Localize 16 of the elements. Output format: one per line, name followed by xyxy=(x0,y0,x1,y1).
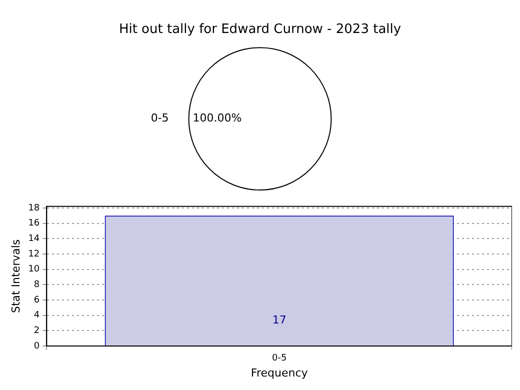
y-tick-label: 12 xyxy=(28,249,40,260)
chart-title: Hit out tally for Edward Curnow - 2023 tally xyxy=(118,22,402,38)
slice-label: 0-5 xyxy=(150,112,169,125)
y-tick-label: 18 xyxy=(28,203,40,214)
data-label: 17 xyxy=(272,314,286,327)
y-tick-label: 2 xyxy=(34,326,40,336)
y-tick-label: 4 xyxy=(34,310,40,321)
y-tick-label: 16 xyxy=(28,218,40,229)
y-tick-label: 8 xyxy=(34,280,40,290)
x-axis-title: Frequency xyxy=(250,366,308,380)
y-axis-title: Stat Intervals xyxy=(9,239,22,314)
y-tick-label: 10 xyxy=(28,264,40,275)
y-tick-label: 14 xyxy=(28,234,40,244)
y-tick-label: 6 xyxy=(34,295,40,306)
data-label: 100.00% xyxy=(192,112,242,125)
y-tick-label: 0 xyxy=(34,341,40,352)
